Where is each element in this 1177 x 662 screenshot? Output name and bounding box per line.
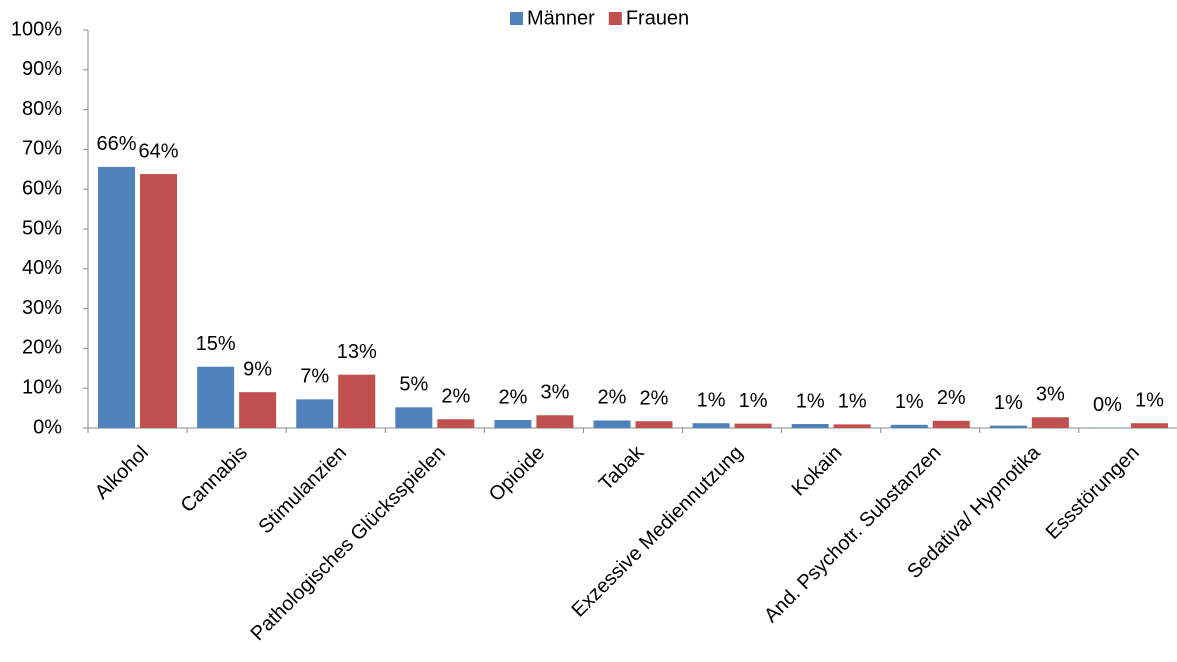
y-tick-label: 70%	[22, 138, 62, 160]
value-label: 2%	[598, 387, 627, 409]
y-tick-label: 90%	[22, 58, 62, 80]
bar	[1031, 417, 1069, 428]
x-tick-label: Exzessive Mediennutzung	[568, 442, 748, 622]
y-tick-label: 80%	[22, 98, 62, 120]
bar	[833, 424, 871, 428]
bar	[437, 419, 475, 428]
value-label: 1%	[739, 390, 768, 412]
legend-label: Frauen	[626, 7, 689, 29]
bar	[734, 423, 772, 428]
value-label: 7%	[300, 366, 329, 388]
y-tick-label: 20%	[22, 337, 62, 359]
value-label: 1%	[838, 391, 867, 413]
x-tick-label: And. Psychotr. Substanzen	[760, 442, 945, 627]
y-tick-label: 50%	[22, 217, 62, 239]
bar	[296, 399, 334, 428]
y-tick-label: 60%	[22, 177, 62, 199]
value-label: 66%	[97, 133, 137, 155]
value-label: 2%	[937, 387, 966, 409]
value-label: 1%	[1135, 390, 1164, 412]
x-tick-label: Pathologisches Glücksspielen	[247, 442, 450, 645]
value-label: 1%	[697, 390, 726, 412]
bar	[338, 374, 376, 428]
bar	[932, 420, 970, 428]
value-label: 9%	[243, 358, 272, 380]
bar	[140, 174, 178, 428]
bar	[98, 166, 136, 429]
y-tick-label: 10%	[22, 376, 62, 398]
legend-swatch	[510, 12, 523, 25]
bar	[989, 425, 1027, 428]
bar	[494, 420, 532, 428]
value-label: 13%	[337, 341, 377, 363]
value-label: 2%	[498, 386, 527, 408]
x-tick-label: Alkohol	[91, 442, 153, 504]
value-label: 1%	[796, 390, 825, 412]
legend-label: Männer	[527, 7, 595, 29]
x-tick-label: Tabak	[595, 441, 649, 495]
bar	[395, 407, 433, 428]
x-tick-label: Opioide	[485, 442, 549, 506]
y-tick-label: 100%	[11, 18, 62, 40]
value-label: 1%	[994, 392, 1023, 414]
bar	[635, 421, 673, 428]
bar	[1130, 423, 1168, 428]
legend-swatch	[608, 12, 622, 25]
value-label: 3%	[540, 382, 569, 404]
value-label: 5%	[399, 374, 428, 396]
bar	[593, 420, 631, 428]
value-label: 1%	[895, 391, 924, 413]
bar	[692, 423, 730, 428]
x-tick-label: Kokain	[788, 442, 847, 501]
y-tick-label: 30%	[22, 297, 62, 319]
value-label: 64%	[139, 140, 179, 162]
x-tick-label: Essstörungen	[1042, 442, 1144, 544]
x-tick-label: Stimulanzien	[254, 442, 351, 539]
value-label: 2%	[441, 386, 470, 408]
x-tick-label: Cannabis	[177, 442, 252, 517]
value-label: 15%	[196, 333, 236, 355]
y-tick-label: 0%	[33, 416, 62, 438]
y-tick-label: 40%	[22, 257, 62, 279]
bar	[239, 392, 277, 428]
bar	[890, 424, 928, 428]
bar	[791, 424, 829, 428]
bar	[536, 415, 574, 428]
bar	[197, 366, 235, 428]
value-label: 3%	[1036, 384, 1065, 406]
value-label: 0%	[1093, 394, 1122, 416]
value-label: 2%	[640, 388, 669, 410]
